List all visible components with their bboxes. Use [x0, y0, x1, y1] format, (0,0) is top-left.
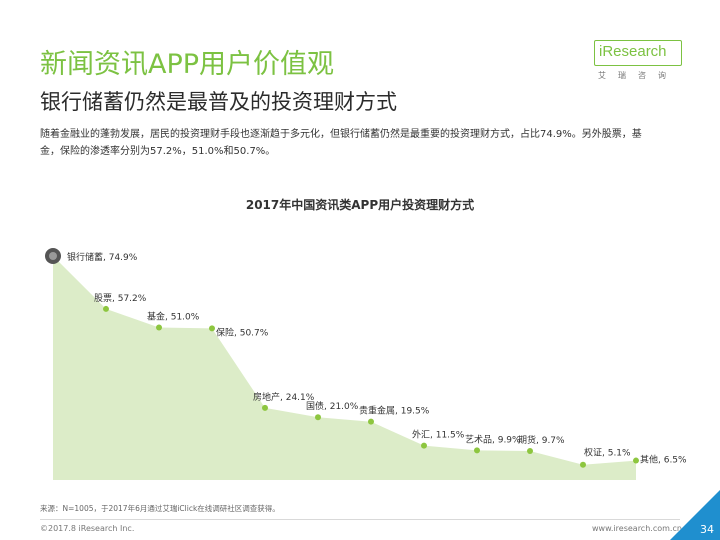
logo-box: iResearch	[594, 40, 682, 66]
data-label: 期货, 9.7%	[518, 434, 565, 446]
area-series	[53, 256, 636, 480]
website-link[interactable]: www.iresearch.com.cn	[592, 524, 682, 533]
footer-divider	[40, 519, 680, 520]
page-title: 新闻资讯APP用户价值观	[40, 49, 335, 80]
data-point-marker	[527, 447, 533, 454]
data-label: 权证, 5.1%	[584, 447, 631, 459]
data-label: 艺术品, 9.9%	[465, 433, 521, 445]
data-point-marker	[315, 414, 321, 421]
chart-title: 2017年中国资讯类APP用户投资理财方式	[245, 198, 475, 212]
data-point-marker	[633, 457, 639, 464]
data-label: 外汇, 11.5%	[412, 429, 465, 441]
data-label: 基金, 51.0%	[147, 310, 200, 322]
data-label: 国债, 21.0%	[306, 400, 359, 412]
corner-triangle	[670, 490, 720, 540]
data-point-marker	[474, 447, 480, 454]
data-point-marker	[421, 442, 427, 449]
iresearch-logo: iResearch 艾瑞咨询	[594, 40, 684, 82]
data-label: 保险, 50.7%	[216, 326, 269, 338]
data-label: 其他, 6.5%	[640, 454, 687, 466]
data-point-marker-inner	[49, 252, 57, 260]
page-subtitle: 银行储蓄仍然是最普及的投资理财方式	[40, 90, 397, 114]
page-number: 34	[700, 523, 714, 536]
data-point-marker	[209, 325, 215, 332]
source-note: 来源：N=1005，于2017年6月通过艾瑞iClick在线调研社区调查获得。	[40, 504, 280, 513]
data-point-marker	[103, 305, 109, 312]
data-point-marker	[368, 418, 374, 425]
description-text: 随着金融业的蓬勃发展，居民的投资理财手段也逐渐趋于多元化，但银行储蓄仍然是最重要…	[40, 129, 642, 157]
data-label: 银行储蓄, 74.9%	[67, 251, 138, 263]
copyright: ©2017.8 iResearch Inc.	[40, 524, 135, 533]
data-point-marker	[580, 461, 586, 468]
logo-brand: iResearch	[599, 43, 667, 60]
data-point-marker	[156, 324, 162, 331]
data-label: 房地产, 24.1%	[253, 391, 315, 403]
data-label: 股票, 57.2%	[94, 293, 147, 304]
data-label: 贵重金属, 19.5%	[359, 405, 430, 417]
logo-subtitle: 艾瑞咨询	[598, 71, 678, 80]
data-point-marker	[262, 404, 268, 411]
